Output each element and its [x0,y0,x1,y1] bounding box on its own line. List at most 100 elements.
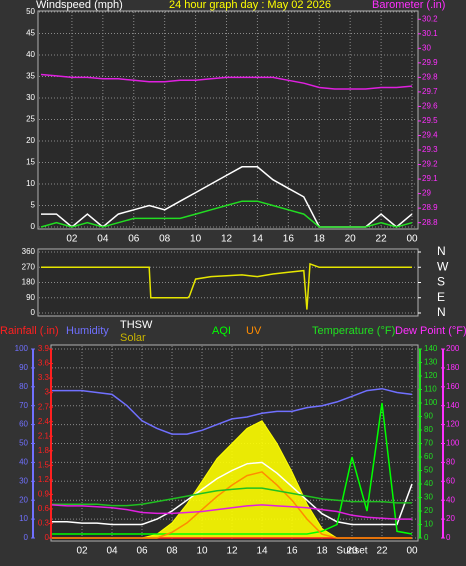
y-tick-label: 2.7 [38,402,50,411]
y-tick-label: 0.6 [38,504,50,513]
y-tick-label: 0 [446,533,451,542]
y-tick-label: 0.3 [38,519,50,528]
y-tick-label: 180 [22,278,36,287]
series-line [40,73,413,90]
y2-tick-label: 29.3 [422,145,438,154]
y2-tick-label: 29.6 [422,102,438,111]
windspeed-label: Windspeed (mph) [36,0,123,11]
y-tick-label: 120 [446,420,460,429]
y2-tick-label: N [437,244,446,258]
y-tick-label: 90 [26,293,35,302]
barometer-label: Barometer (.in) [372,0,445,11]
series-line [52,387,413,435]
y-tick-label: 20 [26,136,35,145]
y-tick-label: 0 [31,222,36,231]
y-tick-label: 0 [424,533,429,542]
y-tick-label: 1.5 [38,460,50,469]
y-tick-label: 100 [15,344,29,353]
x-tick-label: 12 [221,234,233,245]
axis-label: Humidity [66,325,109,337]
y-tick-label: 80 [446,458,455,467]
y-tick-label: 1.8 [38,446,50,455]
y-tick-label: 200 [446,344,460,353]
y2-tick-label: 29.5 [422,116,438,125]
x-tick-label: 08 [159,234,171,245]
series-line [51,504,412,520]
y2-tick-label: 29 [422,189,431,198]
y-tick-label: 0 [24,533,29,542]
series-line [41,262,412,310]
y-tick-label: 10 [26,179,35,188]
y-tick-label: 40 [19,458,28,467]
y-tick-label: 0 [45,533,50,542]
y-tick-label: 70 [19,401,28,410]
y-tick-label: 60 [19,420,28,429]
y-tick-label: 270 [22,262,36,271]
y2-tick-label: 29.2 [422,160,438,169]
axis-label: Temperature (°F) [312,325,395,337]
x-tick-label: 18 [316,546,328,557]
y-tick-label: 100 [446,439,460,448]
series-line [52,471,412,539]
y-tick-label: 3.9 [38,344,50,353]
y2-tick-label: W [437,259,449,273]
x-tick-label: 00 [406,546,418,557]
x-tick-label: 20 [346,546,358,557]
y-tick-label: 90 [424,412,433,421]
x-tick-label: 16 [283,234,295,245]
y-tick-label: 3 [45,388,50,397]
legend-entry: Solar [120,332,146,344]
y-tick-label: 90 [19,363,28,372]
x-tick-label: 06 [136,546,148,557]
y-tick-label: 70 [424,439,433,448]
x-tick-label: 22 [376,234,388,245]
y-tick-label: 360 [22,247,36,256]
y-tick-label: 30 [424,493,433,502]
x-tick-label: 10 [196,546,208,557]
y-tick-label: 40 [446,495,455,504]
y-tick-label: 20 [19,495,28,504]
x-tick-label: 04 [97,234,109,245]
x-tick-label: 14 [252,234,264,245]
y-tick-label: 140 [446,401,460,410]
x-tick-label: 02 [66,234,78,245]
y-tick-label: 160 [446,382,460,391]
y-tick-label: 50 [424,466,433,475]
y-tick-label: 120 [424,371,438,380]
x-tick-label: 14 [256,546,268,557]
y-tick-label: 110 [424,385,437,394]
y-tick-label: 30 [19,476,28,485]
y-tick-label: 50 [19,439,28,448]
y2-tick-label: S [437,275,445,289]
y-tick-label: 2.4 [38,417,50,426]
y-tick-label: 2.1 [38,431,50,440]
y2-tick-label: 29.4 [422,131,438,140]
y-tick-label: 80 [424,425,433,434]
y-tick-label: 50 [26,7,35,16]
y-tick-label: 60 [446,476,455,485]
x-tick-label: 22 [376,546,388,557]
y-tick-label: 3.3 [38,373,50,382]
y-tick-label: 80 [19,382,28,391]
x-tick-label: 10 [190,234,202,245]
y-tick-label: 20 [424,506,433,515]
y-tick-label: 180 [446,363,460,372]
y-tick-label: 30 [26,93,35,102]
y-tick-label: 130 [424,358,438,367]
legend-entry: AQI [212,325,231,337]
x-tick-label: 12 [226,546,238,557]
y2-tick-label: 30.1 [422,29,438,38]
x-tick-label: 02 [76,546,88,557]
y2-tick-label: 30.2 [422,14,438,23]
y2-tick-label: E [437,290,445,304]
y-tick-label: 20 [446,514,455,523]
y2-tick-label: 28.9 [422,203,438,212]
y-tick-label: 60 [424,452,433,461]
y2-tick-label: 29.8 [422,72,438,81]
x-tick-label: 08 [166,546,178,557]
x-tick-label: 00 [406,234,418,245]
y-tick-label: 5 [31,201,36,210]
y2-tick-label: 29.7 [422,87,438,96]
series-line [52,487,412,507]
